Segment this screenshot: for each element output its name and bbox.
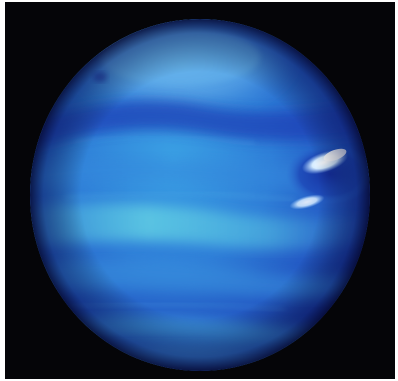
limb-shading xyxy=(30,19,370,371)
planet-illustration xyxy=(30,19,370,371)
space-background xyxy=(5,2,395,379)
